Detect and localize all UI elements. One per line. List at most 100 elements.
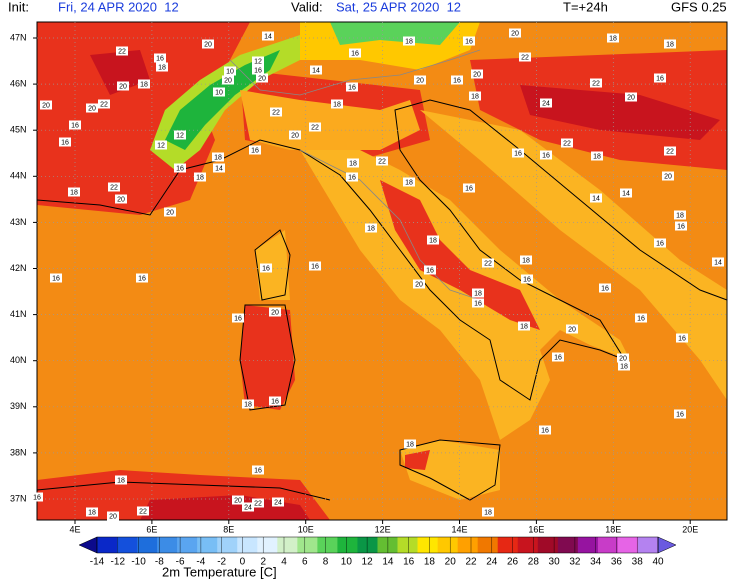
lat-label: 39N — [10, 401, 27, 411]
lat-label: 44N — [10, 171, 27, 181]
temperature-label: 16 — [465, 185, 473, 192]
temperature-label: 16 — [465, 38, 473, 45]
label-box — [404, 439, 416, 449]
colorbar-cell — [557, 537, 579, 553]
label-box — [590, 193, 602, 203]
label-box — [224, 66, 236, 76]
temperature-label: 16 — [678, 335, 686, 342]
label-box — [212, 152, 224, 162]
label-box — [365, 223, 377, 233]
label-box — [194, 172, 206, 182]
hot-region — [520, 85, 720, 140]
colorbar-label: -4 — [196, 557, 205, 568]
colorbar-arrow — [657, 536, 677, 554]
cold-region — [165, 50, 280, 150]
temperature-label: 14 — [622, 190, 630, 197]
temperature-label: 18 — [158, 64, 166, 71]
lat-label: 37N — [10, 493, 27, 503]
land-mild — [240, 90, 420, 150]
land-mild — [420, 110, 727, 400]
temperature-label: 16 — [156, 55, 164, 62]
colorbar-cell — [217, 537, 238, 553]
label-box — [664, 39, 676, 49]
label-box — [242, 502, 254, 512]
temperature-label: 20 — [109, 513, 117, 520]
label-box — [260, 263, 272, 273]
coastline — [254, 229, 291, 301]
border — [229, 49, 481, 96]
label-box — [116, 46, 128, 56]
label-box — [309, 122, 321, 132]
label-box — [50, 273, 62, 283]
label-box — [108, 182, 120, 192]
label-box — [540, 98, 552, 108]
label-box — [472, 288, 484, 298]
temperature-label: 16 — [262, 265, 270, 272]
label-box — [618, 361, 630, 371]
label-box — [346, 172, 358, 182]
colorbar-cell — [637, 537, 659, 553]
lat-label: 47N — [10, 32, 27, 42]
colorbar-label: 36 — [611, 557, 623, 568]
colorbar-label: 38 — [632, 557, 644, 568]
colorbar-cell — [137, 537, 158, 553]
temperature-label: 22 — [272, 109, 280, 116]
temperature-label: 22 — [110, 184, 118, 191]
colorbar-label: 2 — [260, 557, 266, 568]
label-box — [40, 100, 52, 110]
temperature-label: 20 — [117, 196, 125, 203]
temperature-label: 18 — [429, 237, 437, 244]
colorbar-cell — [517, 537, 539, 553]
forecast-step: T=+24h — [563, 0, 608, 14]
label-box — [403, 177, 415, 187]
label-box — [469, 91, 481, 101]
label-box — [232, 495, 244, 505]
label-box — [115, 475, 127, 485]
temperature-label: 22 — [378, 158, 386, 165]
colorbar-cell — [157, 537, 178, 553]
model-name: GFS 0.25 — [671, 0, 727, 14]
temperature-label: 16 — [542, 152, 550, 159]
temperature-label: 20 — [119, 83, 127, 90]
colorbar-cell — [597, 537, 619, 553]
temperature-label: 16 — [234, 315, 242, 322]
colorbar-label: 18 — [424, 557, 436, 568]
label-box — [136, 273, 148, 283]
colorbar-cell — [317, 537, 338, 553]
label-box — [676, 333, 688, 343]
label-box — [664, 146, 676, 156]
label-box — [232, 313, 244, 323]
temperature-label: 16 — [61, 139, 69, 146]
colorbar-label: 34 — [590, 557, 602, 568]
label-box — [674, 210, 686, 220]
temperature-label: 20 — [42, 102, 50, 109]
colorbar-label: 6 — [302, 557, 308, 568]
label-box — [69, 120, 81, 130]
label-box — [269, 307, 281, 317]
land-mild — [255, 230, 290, 300]
temperature-label: 16 — [453, 77, 461, 84]
label-box — [520, 255, 532, 265]
colorbar-label: 8 — [323, 557, 329, 568]
temperature-label: 16 — [311, 263, 319, 270]
colorbar-label: 12 — [362, 557, 374, 568]
colorbar-cell — [417, 537, 438, 553]
map-area — [36, 21, 728, 521]
label-box — [262, 31, 274, 41]
label-box — [174, 130, 186, 140]
label-box — [252, 65, 264, 75]
label-box — [115, 194, 127, 204]
temperature-label: 20 — [511, 30, 519, 37]
temperature-label: 20 — [166, 209, 174, 216]
temperature-label: 16 — [348, 174, 356, 181]
coastline — [36, 481, 331, 501]
colorbar-label: 22 — [465, 557, 477, 568]
label-box — [117, 81, 129, 91]
lat-label: 43N — [10, 217, 27, 227]
lat-label: 42N — [10, 263, 27, 273]
label-box — [252, 465, 264, 475]
label-box — [137, 506, 149, 516]
temperature-label: 16 — [71, 122, 79, 129]
temperature-label: 16 — [656, 240, 664, 247]
